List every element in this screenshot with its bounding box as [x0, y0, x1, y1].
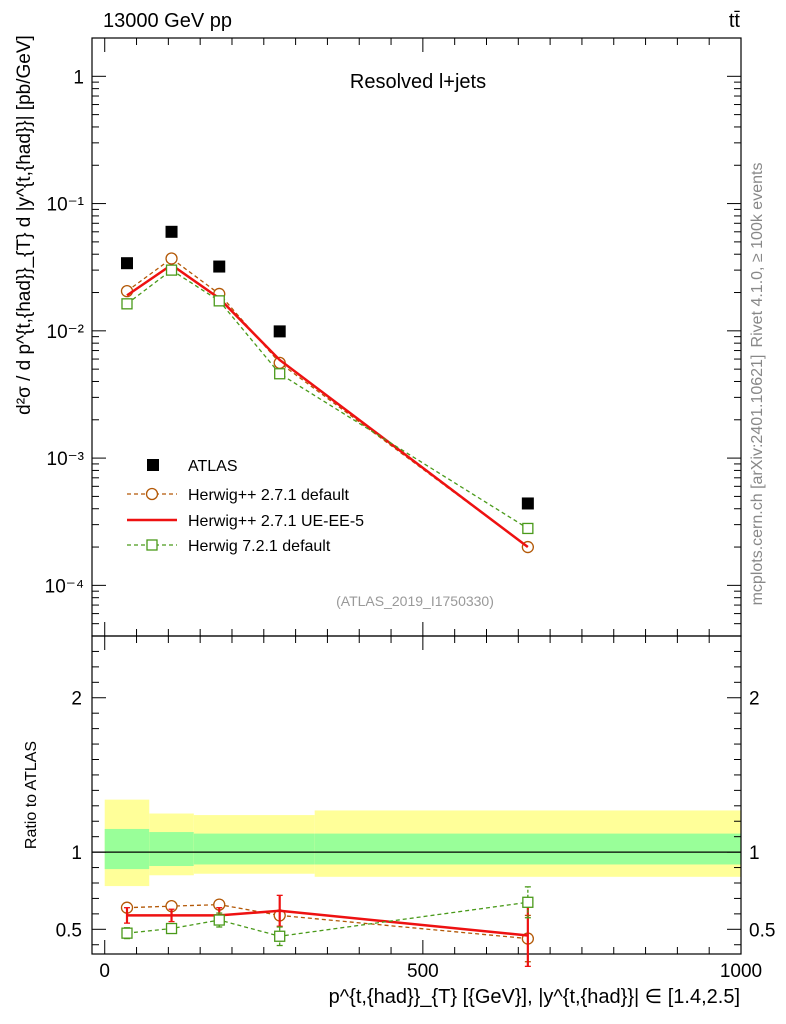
data-point-herwig-7-2-1-default	[522, 522, 534, 535]
x-tick-label: 1000	[720, 961, 762, 982]
x-axis-label: p^{t,{had}}_{T} [{GeV}], |y^{t,{had}}| ∈…	[329, 986, 740, 1008]
rivet-label: Rivet 4.1.0, ≥ 100k events	[749, 163, 766, 348]
series-line-herwigpp-2-7-1-ue-ee-5	[126, 263, 529, 549]
energy-label: 13000 GeV pp	[103, 10, 232, 32]
ratio-line-herwigpp-2-7-1-default	[126, 903, 528, 940]
ratio-y-tick-label: 0.5	[56, 920, 82, 941]
ratio-point-herwig-7-2-1-default	[274, 930, 286, 942]
x-tick-label: 0	[99, 961, 110, 982]
y-tick-label: 10⁻⁴	[45, 576, 84, 597]
ratio-panel-series	[120, 886, 534, 967]
ratio-band-inner	[104, 828, 150, 870]
data-point-herwig-7-2-1-default	[165, 264, 178, 276]
ratio-point-herwig-7-2-1-default	[165, 922, 178, 935]
ratio-line-herwigpp-2-7-1-ue-ee-5	[126, 909, 528, 937]
ratio-point-herwig-7-2-1-default	[522, 896, 534, 908]
data-point-atlas	[273, 325, 286, 338]
y-tick-label: 10⁻³	[47, 449, 85, 470]
y-tick-label: 10⁻²	[47, 322, 85, 343]
x-tick-label: 500	[407, 961, 439, 982]
data-point-atlas	[521, 497, 534, 510]
data-point-atlas	[165, 225, 178, 238]
data-point-herwig-7-2-1-default	[213, 295, 225, 307]
data-point-atlas	[120, 257, 133, 270]
process-label: tt̄	[729, 10, 741, 32]
ratio-band-inner	[193, 833, 315, 865]
ratio-point-herwig-7-2-1-default	[213, 914, 225, 926]
legend-label-herwig7-default: Herwig 7.2.1 default	[188, 538, 331, 555]
legend-label-herwigpp-default: Herwig++ 2.7.1 default	[188, 487, 350, 504]
panel-title: Resolved l+jets	[350, 71, 486, 93]
analysis-id: (ATLAS_2019_I1750330)	[336, 593, 494, 609]
y-axis-label: d²σ / d p^{t,{had}}_{T} d |y^{t,{had}}| …	[14, 35, 35, 415]
data-point-herwig-7-2-1-default	[274, 368, 286, 380]
legend-marker-herwigpp-default	[145, 487, 159, 501]
ratio-uncertainty-bands	[104, 799, 741, 887]
data-point-herwig-7-2-1-default	[121, 298, 133, 310]
ratio-band-inner	[149, 832, 194, 867]
legend-label-herwigpp-ueee5: Herwig++ 2.7.1 UE-EE-5	[188, 513, 364, 530]
ratio-point-herwig-7-2-1-default	[121, 927, 133, 939]
ratio-y-tick-label-right: 1	[749, 843, 760, 864]
main-panel-series	[120, 225, 534, 554]
ratio-y-tick-label: 1	[71, 843, 82, 864]
ratio-line-herwig-7-2-1-default	[126, 901, 528, 937]
legend-label-atlas: ATLAS	[188, 458, 238, 475]
ratio-y-tick-label: 2	[71, 689, 82, 710]
data-point-atlas	[213, 260, 226, 273]
ratio-y-tick-label-right: 0.5	[749, 920, 775, 941]
legend: ATLAS Herwig++ 2.7.1 default Herwig++ 2.…	[127, 458, 364, 555]
ratio-panel-frame	[91, 635, 742, 955]
mcplots-label: mcplots.cern.ch [arXiv:2401.10621]	[749, 355, 766, 606]
y-tick-label: 10⁻¹	[47, 195, 85, 216]
ratio-band-inner	[314, 833, 741, 865]
legend-marker-atlas	[147, 459, 159, 471]
y-tick-label: 1	[73, 67, 84, 88]
ratio-y-axis-label: Ratio to ATLAS	[23, 741, 40, 849]
data-point-herwigpp-2-7-1-default	[165, 252, 178, 265]
ratio-y-tick-label-right: 2	[749, 689, 760, 710]
legend-marker-herwig7-default	[146, 539, 158, 551]
